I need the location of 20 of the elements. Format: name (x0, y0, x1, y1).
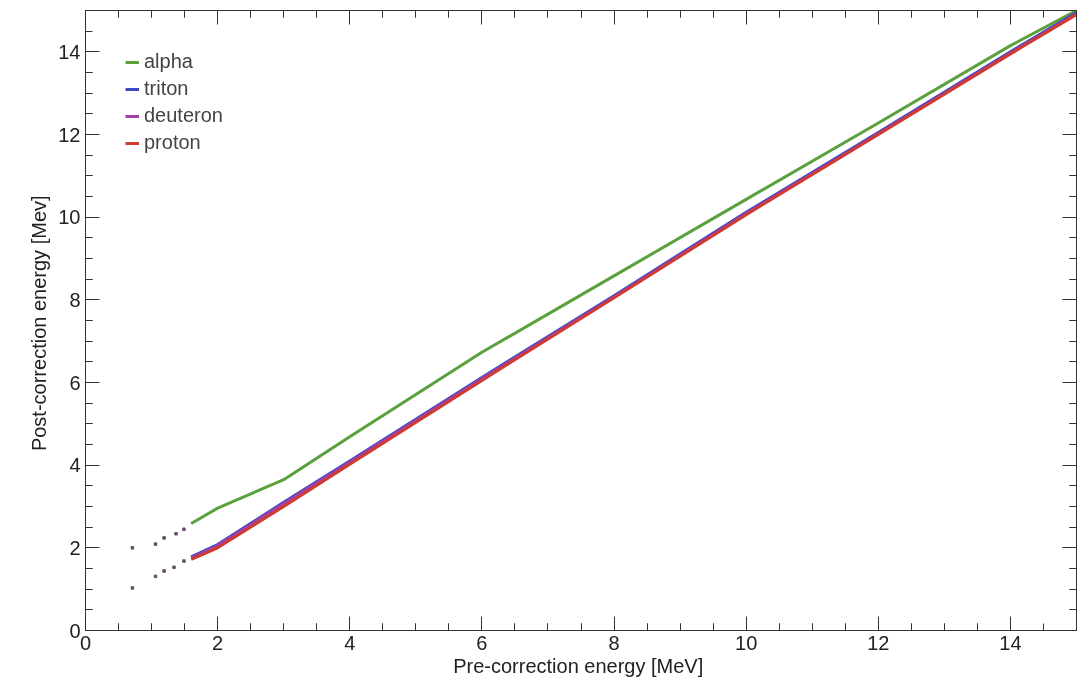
x-tick-label: 4 (344, 631, 356, 654)
x-tick-label: 2 (212, 631, 224, 654)
y-axis-title: Post-correction energy [Mev] (28, 195, 51, 452)
legend-label: deuteron (144, 104, 223, 127)
y-tick-label: 6 (69, 371, 81, 394)
x-tick-label: 14 (999, 631, 1022, 654)
x-tick-label: 6 (476, 631, 488, 654)
x-tick-label: 8 (608, 631, 620, 654)
x-axis-title: Pre-correction energy [MeV] (453, 654, 704, 677)
legend-label: triton (144, 77, 189, 100)
y-tick-label: 10 (58, 206, 81, 229)
y-tick-label: 8 (69, 288, 81, 311)
y-tick-label: 4 (69, 454, 81, 477)
y-tick-label: 2 (69, 536, 81, 559)
legend-label: proton (144, 131, 201, 154)
y-tick-label: 14 (58, 40, 81, 63)
x-tick-label: 12 (867, 631, 890, 654)
legend-label: alpha (144, 50, 193, 73)
y-tick-label: 12 (58, 123, 81, 146)
x-tick-label: 10 (735, 631, 758, 654)
